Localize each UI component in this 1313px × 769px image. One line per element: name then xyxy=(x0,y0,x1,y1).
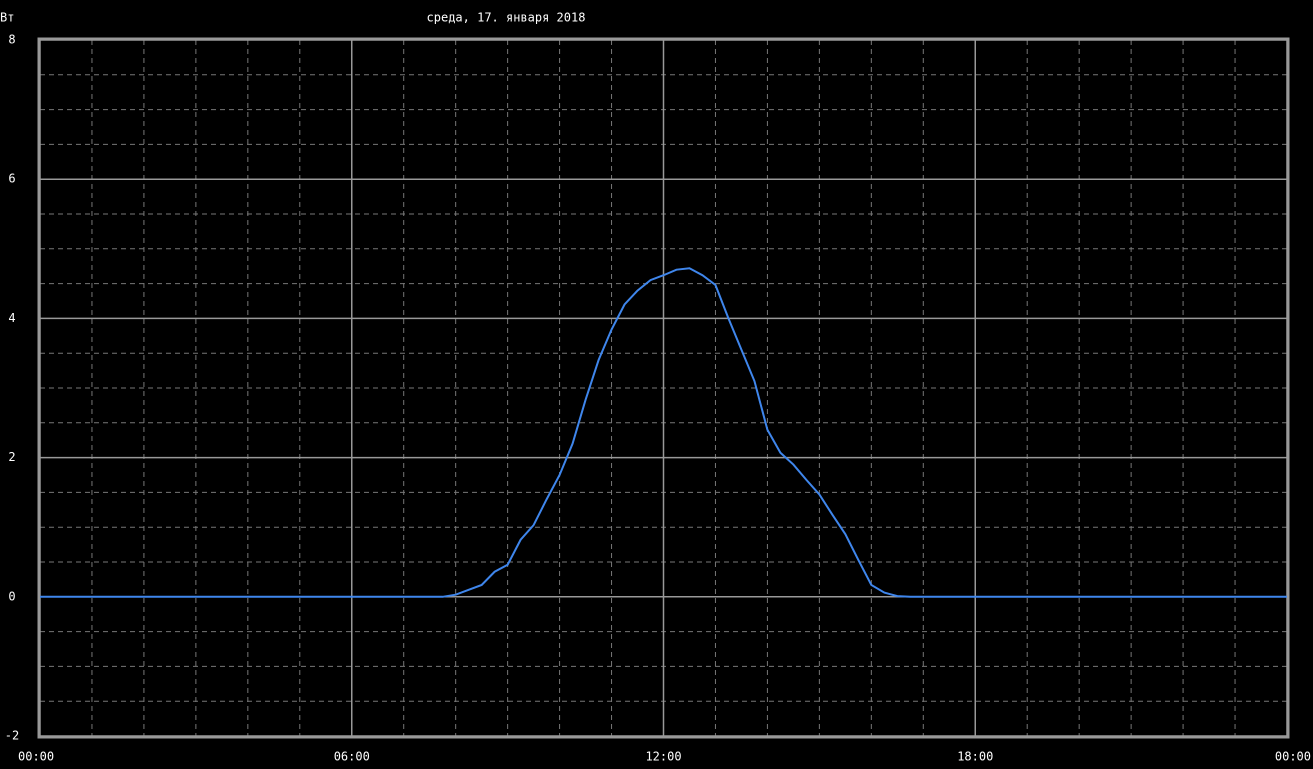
y-tick-label: 2 xyxy=(8,450,15,464)
y-tick-label: 6 xyxy=(8,172,15,186)
y-tick-label: 4 xyxy=(8,311,15,325)
y-tick-label: 8 xyxy=(8,33,15,47)
x-tick-label: 18:00 xyxy=(957,750,993,764)
plot-border xyxy=(37,37,1290,739)
y-axis-label: Вт xyxy=(0,11,14,25)
x-tick-label: 00:00 xyxy=(18,750,54,764)
y-tick-label: 0 xyxy=(8,589,15,603)
x-tick-label: 00:00 xyxy=(1275,750,1311,764)
y-tick-label: -2 xyxy=(5,729,19,743)
data-line xyxy=(40,267,1287,598)
x-tick-label: 12:00 xyxy=(645,750,681,764)
chart-title: среда, 17. января 2018 xyxy=(427,11,586,25)
x-tick-label: 06:00 xyxy=(334,750,370,764)
